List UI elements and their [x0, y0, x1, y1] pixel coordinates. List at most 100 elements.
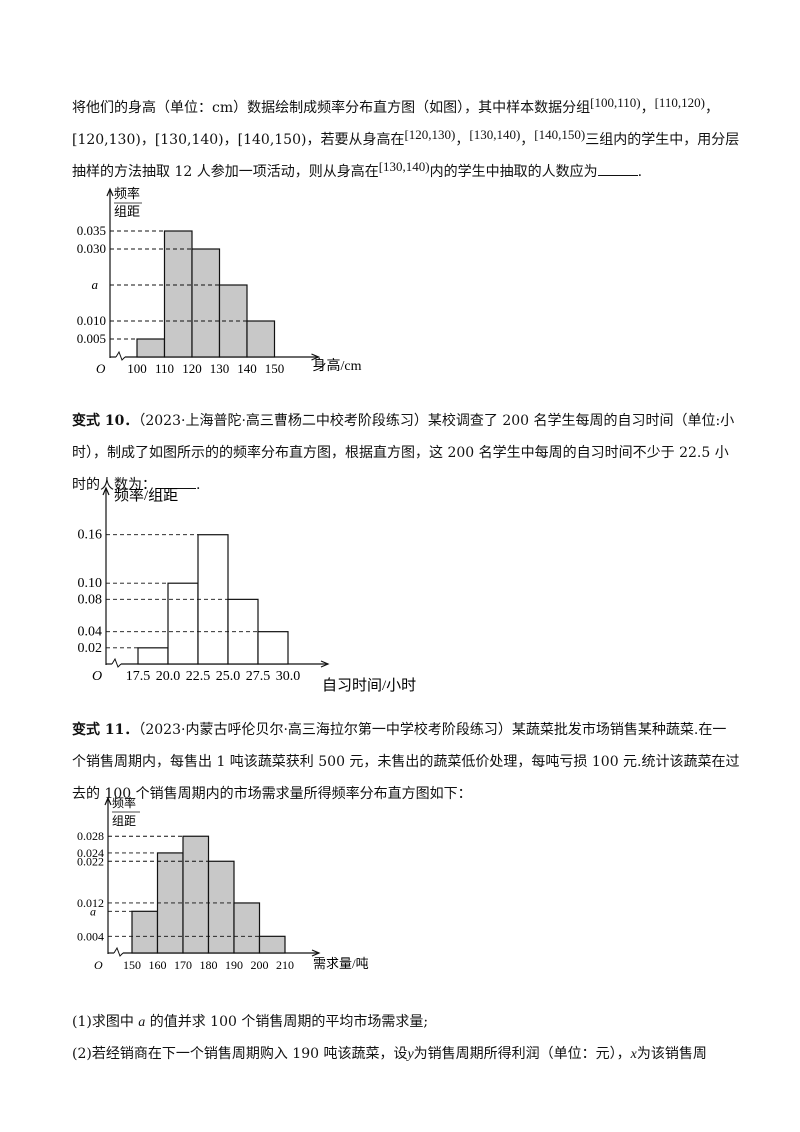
- y-axis-arrow: [104, 796, 112, 806]
- p1-line2a: [120,130)，[130,140)，[140,150)，若要从身高在: [72, 132, 405, 148]
- x-axis-title: 需求量/吨: [313, 956, 369, 971]
- x-tick-label: 190: [225, 958, 243, 972]
- x-tick-label: 150: [123, 958, 141, 972]
- y-axis-title: 频率/组距: [114, 487, 178, 504]
- x-tick-label: 27.5: [246, 669, 271, 684]
- q2-text3: 为该销售周: [636, 1046, 707, 1062]
- histogram-bar: [182, 835, 210, 954]
- x-tick-label: 130: [210, 361, 230, 376]
- p2-line1: （2023·上海普陀·高三曹杨二中校考阶段练习）某校调查了 200 名学生每周的…: [138, 413, 735, 429]
- question-1: (1)求图中 a 的值并求 100 个销售周期的平均市场需求量;: [72, 1006, 732, 1038]
- axis-break-mark: [111, 657, 122, 668]
- p3-line2: 个销售周期内，每售出 1 吨该蔬菜获利 500 元，未售出的蔬菜低价处理，每吨亏…: [72, 754, 740, 770]
- y-tick-label: 0.004: [77, 929, 104, 943]
- x-tick-label: 120: [182, 361, 202, 376]
- p2-period: .: [196, 477, 201, 493]
- problem-text-3: 变式 11．（2023·内蒙古呼伦贝尔·高三海拉尔第一中学校考阶段练习）某蔬菜批…: [72, 714, 740, 810]
- y-axis-title-top: 频率: [112, 795, 136, 810]
- problem-text-1: 将他们的身高（单位：cm）数据绘制成频率分布直方图（如图），其中样本数据分组[1…: [72, 92, 739, 188]
- q2-text2: 为销售周期所得利润（单位：元），: [413, 1046, 631, 1062]
- x-tick-label: 200: [251, 958, 269, 972]
- y-tick-label: 0.005: [77, 331, 106, 346]
- variant-10-label: 变式 10．: [72, 413, 139, 429]
- histogram-bar: [258, 935, 286, 954]
- x-tick-label: 30.0: [276, 669, 301, 684]
- x-tick-label: 20.0: [156, 669, 181, 684]
- p2-line3: 时的人数为：: [72, 477, 156, 493]
- p1-comma: ，: [705, 100, 719, 116]
- p1-comma3: ，: [520, 132, 535, 148]
- y-tick-label: 0.04: [78, 625, 103, 640]
- answer-blank-2[interactable]: [156, 474, 196, 489]
- x-tick-label: 170: [174, 958, 192, 972]
- p1-line1: 将他们的身高（单位：cm）数据绘制成频率分布直方图（如图），其中样本数据分组: [72, 100, 591, 116]
- x-tick-label: 110: [155, 361, 174, 376]
- y-axis-arrow: [102, 486, 110, 496]
- p1-comma2: ，: [455, 132, 470, 148]
- histogram-bar: [163, 230, 193, 358]
- x-axis-title: 自习时间/小时: [322, 677, 416, 694]
- p1-line2d: 三组内的学生中，用分层: [585, 132, 740, 148]
- y-axis-title-bottom: 组距: [112, 814, 136, 828]
- question-2: (2)若经销商在下一个销售周期购入 190 吨该蔬菜，设y为销售周期所得利润（单…: [72, 1038, 732, 1070]
- histogram-bar: [136, 338, 166, 358]
- question-list: (1)求图中 a 的值并求 100 个销售周期的平均市场需求量; (2)若经销商…: [72, 1006, 732, 1070]
- interval-130-140: [130,140): [469, 127, 521, 142]
- p3-line3: 去的 100 个销售周期内的市场需求量所得频率分布直方图如下：: [72, 786, 472, 802]
- histogram-bar: [191, 248, 221, 358]
- x-tick-label: 150: [265, 361, 285, 376]
- histogram-study-time: O 频率/组距 0.16 0.100.08 0.040.02 17.5 20.0 22.5 25…: [78, 486, 416, 694]
- origin-label: O: [96, 361, 106, 376]
- histogram-bar: [167, 582, 199, 665]
- y-tick-label: 0.022: [77, 854, 104, 868]
- y-tick-label: 0.028: [77, 829, 104, 843]
- histogram-bar: [137, 647, 169, 665]
- x-axis-title: 身高/cm: [313, 357, 362, 374]
- interval-120-130: [120,130): [404, 127, 456, 142]
- y-tick-label: 0.012: [77, 896, 104, 910]
- origin-label: O: [92, 669, 102, 684]
- answer-blank[interactable]: [597, 161, 638, 176]
- p1-line3b: 内的学生中抽取的人数应为: [429, 164, 598, 180]
- x-tick-label: 25.0: [216, 669, 241, 684]
- histogram-bar: [131, 910, 159, 954]
- p2-line2: 时），制成了如图所示的的频率分布直方图，根据直方图，这 200 名学生中每周的自…: [72, 445, 729, 461]
- p1-sep: ，: [640, 100, 655, 116]
- x-tick-label: 140: [237, 361, 257, 376]
- p1-period: .: [637, 164, 643, 180]
- p1-line3a: 抽样的方法抽取 12 人参加一项活动，则从身高在: [72, 164, 379, 180]
- y-tick-label: a: [90, 904, 96, 918]
- histogram-bar: [207, 860, 235, 954]
- histogram-bar: [233, 902, 261, 954]
- axis-break-mark: [113, 946, 124, 957]
- x-tick-label: 17.5: [126, 669, 151, 684]
- interval-140-150: [140,150): [534, 127, 586, 142]
- x-tick-label: 180: [200, 958, 218, 972]
- q2-var-y: y: [407, 1047, 414, 1062]
- y-tick-label: 0.010: [77, 313, 106, 328]
- x-tick-label: 210: [276, 958, 294, 972]
- interval-110-120: [110,120): [654, 95, 705, 110]
- q1-text1: (1)求图中: [72, 1014, 139, 1030]
- axis-break-mark: [115, 350, 126, 361]
- y-axis-arrow: [106, 187, 114, 197]
- y-tick-label: 0.10: [78, 576, 103, 591]
- x-axis-arrow: [311, 353, 321, 361]
- y-tick-label: 0.16: [78, 528, 103, 543]
- y-axis-title-top: 频率: [114, 186, 140, 201]
- x-tick-label: 160: [149, 958, 167, 972]
- variant-11-label: 变式 11．: [72, 722, 139, 738]
- x-tick-label: 22.5: [186, 669, 211, 684]
- interval-100-110: [100,110): [590, 95, 641, 110]
- y-tick-label: a: [92, 277, 99, 292]
- y-axis-title-bottom: 组距: [114, 204, 140, 219]
- p3-line1: （2023·内蒙古呼伦贝尔·高三海拉尔第一中学校考阶段练习）某蔬菜批发市场销售某…: [138, 722, 727, 738]
- histogram-bar: [257, 631, 289, 665]
- x-axis-arrow: [320, 660, 330, 668]
- y-tick-label: 0.024: [77, 846, 104, 860]
- interval-130-140-b: [130,140): [378, 159, 430, 174]
- y-tick-label: 0.035: [77, 223, 106, 238]
- q1-var-a: a: [138, 1015, 146, 1030]
- problem-text-2: 变式 10．（2023·上海普陀·高三曹杨二中校考阶段练习）某校调查了 200 …: [72, 405, 735, 501]
